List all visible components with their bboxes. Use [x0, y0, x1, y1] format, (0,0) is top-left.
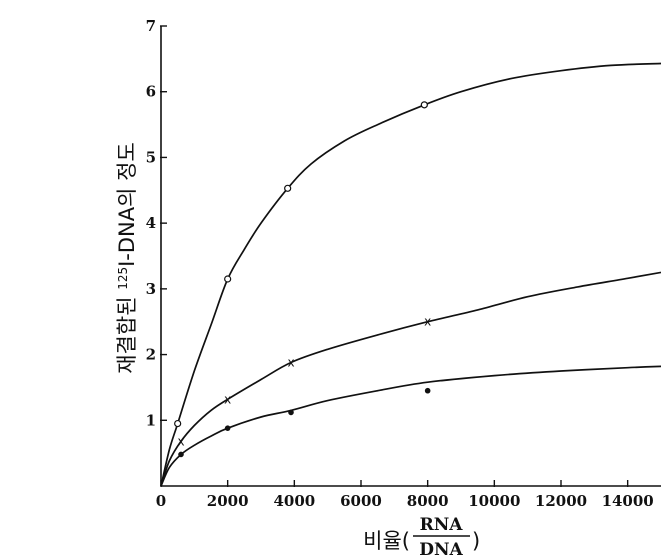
- x-tick-label: 6000: [340, 492, 382, 510]
- y-tick-label: 6: [146, 83, 156, 101]
- x-axis-title-denominator: DNA: [419, 540, 463, 558]
- series-3: [160, 365, 661, 487]
- x-tick-label: 10000: [468, 492, 520, 510]
- series-1: [160, 62, 661, 487]
- y-tick-label: 5: [146, 148, 156, 166]
- data-point-x-mark: x: [287, 355, 294, 369]
- x-axis-title-prefix: 비율(: [363, 529, 410, 553]
- y-axis-title: 재결합된 125I-DNA의 정도: [115, 142, 139, 374]
- x-tick-label: 8000: [407, 492, 449, 510]
- x-tick-label: 14000: [602, 492, 654, 510]
- series-line: [160, 365, 661, 487]
- data-point-filled-dot: [178, 451, 184, 458]
- data-point-open-circle: [284, 184, 292, 192]
- data-point-open-circle: [224, 275, 232, 283]
- plot-area: x x x x: [160, 62, 661, 487]
- y-tick-label: 1: [146, 411, 156, 429]
- x-ticks: 0 2000 4000 6000 8000 10000 12000 14000: [156, 480, 654, 510]
- data-point-filled-dot: [424, 387, 431, 394]
- data-point-open-circle: [174, 419, 182, 428]
- series-line: [160, 62, 661, 487]
- series-line: [160, 271, 661, 487]
- y-ticks: 1 2 3 4 5 6 7: [146, 17, 167, 429]
- x-axis-title-suffix: ): [472, 529, 480, 553]
- y-tick-label: 3: [146, 280, 156, 298]
- x-tick-label: 12000: [535, 492, 587, 510]
- x-tick-label: 4000: [273, 492, 315, 510]
- data-point-filled-dot: [224, 425, 231, 431]
- data-point-x-mark: x: [224, 392, 231, 406]
- series-2: x x x x: [160, 271, 661, 487]
- x-axis-title: 비율( RNA DNA ): [363, 515, 480, 558]
- data-point-filled-dot: [288, 409, 294, 416]
- data-point-x-mark: x: [177, 434, 184, 448]
- x-tick-label: 2000: [207, 492, 249, 510]
- x-axis-title-numerator: RNA: [420, 515, 464, 535]
- y-tick-label: 7: [146, 17, 156, 35]
- y-tick-label: 2: [146, 346, 156, 364]
- y-tick-label: 4: [146, 214, 156, 232]
- data-point-x-mark: x: [424, 315, 431, 329]
- data-point-open-circle: [420, 101, 428, 109]
- x-tick-label: 0: [156, 492, 166, 510]
